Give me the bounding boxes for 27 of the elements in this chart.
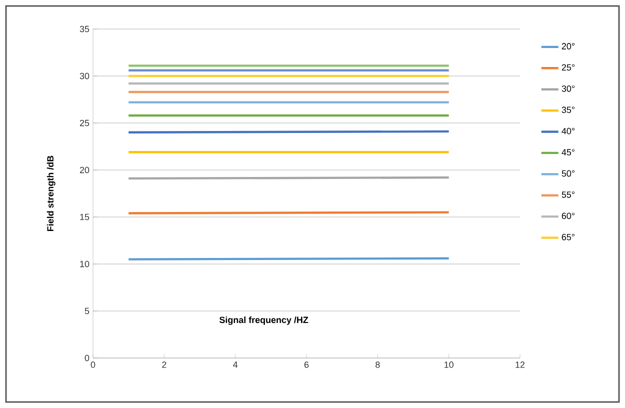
legend-label: 60° bbox=[562, 212, 574, 220]
legend-label: 50° bbox=[562, 170, 574, 177]
y-tick-label: 15 bbox=[80, 214, 90, 220]
legend-label: 40° bbox=[562, 128, 574, 134]
legend-label: 20° bbox=[562, 43, 574, 50]
y-tick-label: 0 bbox=[84, 354, 90, 362]
x-tick-label: 2 bbox=[162, 362, 166, 368]
legend-label: 55° bbox=[562, 191, 574, 198]
x-tick-label: 8 bbox=[376, 362, 380, 368]
y-tick-label: 5 bbox=[84, 308, 90, 314]
y-axis-title: Field strength /dB bbox=[46, 156, 56, 232]
legend-label: 65° bbox=[562, 234, 574, 240]
x-axis-title: Signal frequency /HZ bbox=[219, 316, 308, 325]
x-tick-label: 10 bbox=[444, 362, 454, 368]
x-tick-label: 6 bbox=[304, 362, 309, 368]
legend-label: 30° bbox=[562, 85, 574, 92]
x-tick-label: 0 bbox=[90, 362, 96, 368]
y-tick-label: 30 bbox=[80, 72, 90, 80]
y-tick-label: 10 bbox=[80, 260, 90, 268]
legend-label: 45° bbox=[562, 149, 574, 156]
y-tick-label: 25 bbox=[80, 120, 90, 126]
x-tick-label: 12 bbox=[516, 362, 525, 368]
legend-label: 25° bbox=[562, 64, 574, 71]
y-tick-label: 35 bbox=[80, 26, 90, 32]
x-tick-label: 4 bbox=[233, 362, 238, 368]
y-tick-label: 20 bbox=[80, 166, 90, 174]
legend-label: 35° bbox=[562, 106, 574, 114]
